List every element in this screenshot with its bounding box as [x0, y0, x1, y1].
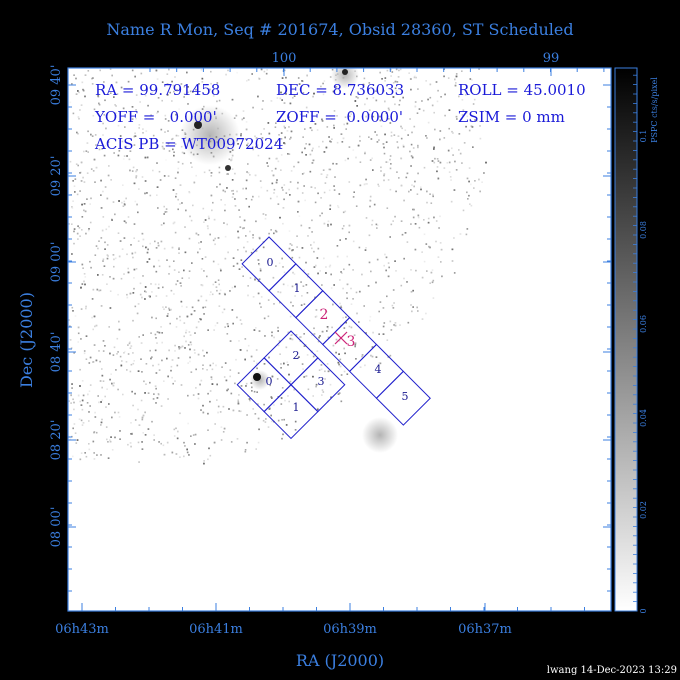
- acis-s-label-0: 0: [267, 256, 274, 269]
- pointing-info: RA = 99.791458 DEC = 8.736033 ROLL = 45.…: [94, 81, 586, 153]
- ra-readout: RA = 99.791458: [95, 81, 220, 99]
- acis-i-label-1: 1: [293, 401, 300, 414]
- colorbar-label: PSPC cts/s/pixel: [650, 77, 659, 143]
- y-tick-label: 09 40': [49, 65, 64, 106]
- acis-s-array: [241, 236, 431, 426]
- colorbar-tick-label: 0.02: [639, 501, 648, 519]
- x-tick-label: 06h41m: [189, 622, 243, 637]
- x-tick-label: 06h37m: [458, 622, 512, 637]
- zsim-readout: ZSIM = 0 mm: [458, 108, 565, 126]
- footer-stamp: lwang 14-Dec-2023 13:29: [547, 665, 677, 676]
- colorbar: 0 0.02 0.04 0.06 0.08 0.1 PSPC cts/s/pix…: [614, 67, 659, 614]
- colorbar-tick-label: 0.04: [639, 409, 648, 427]
- colorbar-tick-label: 0.08: [639, 221, 648, 239]
- y-tick-label: 08 40': [49, 332, 64, 373]
- y-tick-label: 08 20': [49, 420, 64, 461]
- plot-title: Name R Mon, Seq # 201674, Obsid 28360, S…: [106, 20, 573, 39]
- acis-s-label-2: 2: [320, 307, 329, 323]
- acis-s-label-5: 5: [402, 390, 409, 403]
- y-axis-title: Dec (J2000): [17, 292, 36, 388]
- x-tick-label: 06h43m: [55, 622, 109, 637]
- zoff-readout: ZOFF = 0.0000': [276, 108, 403, 126]
- roll-readout: ROLL = 45.0010: [458, 81, 586, 99]
- acis-i-label-0: 0: [266, 375, 273, 388]
- acis-s-label-3: 3: [347, 334, 356, 350]
- x-tick-label: 06h39m: [323, 622, 377, 637]
- axis-tickmarks: [68, 68, 611, 611]
- top-tick-label: 99: [543, 51, 560, 66]
- colorbar-tick-label: 0: [639, 608, 648, 613]
- colorbar-tick-label: 0.06: [639, 315, 648, 333]
- plot-frame: [67, 67, 612, 612]
- yoff-readout: YOFF = 0.000': [94, 108, 217, 126]
- acis-i-label-3: 3: [318, 375, 325, 388]
- acis-pb-readout: ACIS PB = WT00972024: [94, 135, 283, 153]
- acis-s-chip-5: [375, 370, 431, 426]
- y-tick-label: 09 20': [49, 156, 64, 197]
- acis-s-label-4: 4: [375, 363, 382, 376]
- acis-i-chip-1: [263, 384, 319, 440]
- aimpoint-marker: [334, 331, 348, 345]
- dec-readout: DEC = 8.736033: [276, 81, 404, 99]
- x-axis-title: RA (J2000): [296, 651, 384, 670]
- y-tick-label: 08 00': [49, 507, 64, 548]
- top-tick-label: 100: [272, 51, 297, 66]
- acis-i-array: [236, 330, 346, 440]
- acis-i-label-2: 2: [293, 349, 300, 362]
- y-tick-label: 09 00': [49, 242, 64, 283]
- acis-s-label-1: 1: [294, 282, 301, 295]
- colorbar-tick-label: 0.1: [639, 130, 648, 143]
